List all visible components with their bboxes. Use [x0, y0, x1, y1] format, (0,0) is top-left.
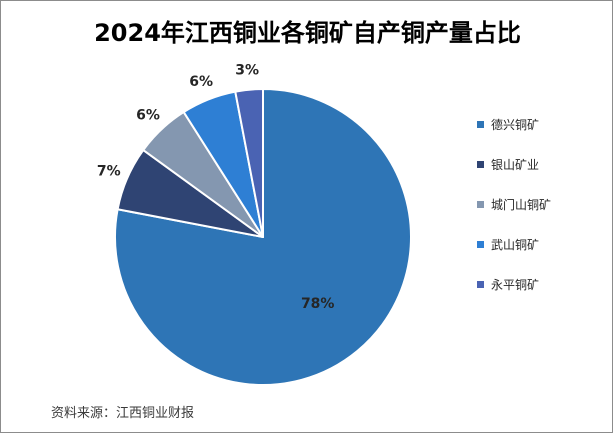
chart-title: 2024年江西铜业各铜矿自产铜产量占比: [94, 19, 521, 47]
pie-data-label-5: 3%: [235, 63, 259, 79]
legend-swatch: [477, 160, 484, 168]
legend-swatch: [477, 240, 484, 248]
legend-item-4: 武山铜矿: [477, 236, 539, 252]
pie-data-label-3: 6%: [136, 108, 160, 124]
source-note: 资料来源：江西铜业财报: [51, 406, 195, 421]
legend-label: 永平铜矿: [491, 277, 540, 292]
legend-item-2: 银山矿业: [477, 156, 539, 172]
legend-label: 德兴铜矿: [491, 117, 540, 132]
legend-label: 银山矿业: [491, 157, 540, 172]
legend-item-1: 德兴铜矿: [477, 116, 539, 132]
legend-item-5: 永平铜矿: [477, 276, 539, 292]
legend-swatch: [477, 120, 484, 128]
pie-slice-5: [234, 88, 264, 238]
legend-swatch: [477, 280, 484, 288]
legend-label: 武山铜矿: [491, 237, 540, 252]
pie-data-label-4: 6%: [189, 74, 213, 90]
legend-item-3: 城门山铜矿: [477, 196, 551, 212]
pie-data-label-1: 78%: [301, 296, 335, 312]
legend-swatch: [477, 200, 484, 208]
pie-data-label-2: 7%: [97, 163, 121, 179]
legend-label: 城门山铜矿: [491, 197, 552, 212]
